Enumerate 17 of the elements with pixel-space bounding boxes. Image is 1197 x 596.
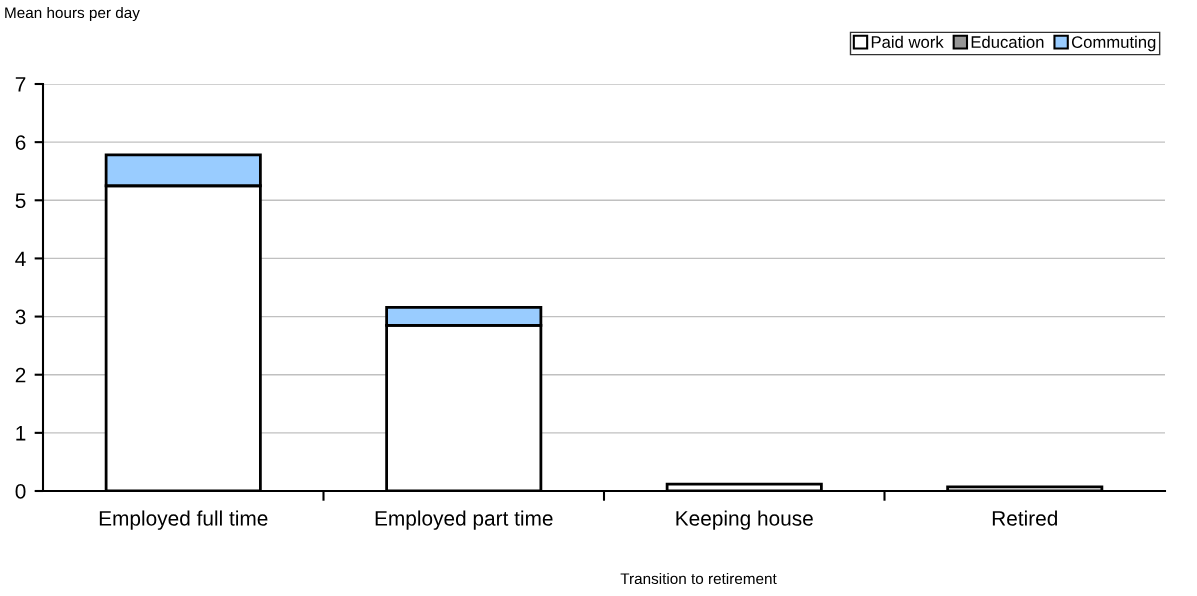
- x-tick-label: Employed part time: [375, 510, 553, 530]
- y-tick-label: 1: [16, 426, 26, 441]
- y-tick-label: 7: [15, 77, 26, 92]
- x-tick-label: Retired: [992, 510, 1057, 526]
- y-tick-label: 5: [15, 193, 26, 209]
- y-axis-title: Mean hours per day: [5, 6, 140, 22]
- legend-label: Education: [971, 35, 1044, 48]
- legend-label: Commuting: [1071, 35, 1156, 52]
- y-tick-label: 3: [15, 309, 26, 325]
- x-axis-title: Transition to retirement: [620, 572, 777, 585]
- legend-label: Paid work: [871, 35, 944, 48]
- y-tick-label: 0: [15, 484, 26, 499]
- x-tick-label: Keeping house: [676, 510, 813, 530]
- x-tick-label: Employed full time: [99, 510, 268, 530]
- y-tick-label: 2: [15, 367, 26, 383]
- y-tick-label: 6: [15, 135, 26, 150]
- y-tick-label: 4: [15, 251, 26, 266]
